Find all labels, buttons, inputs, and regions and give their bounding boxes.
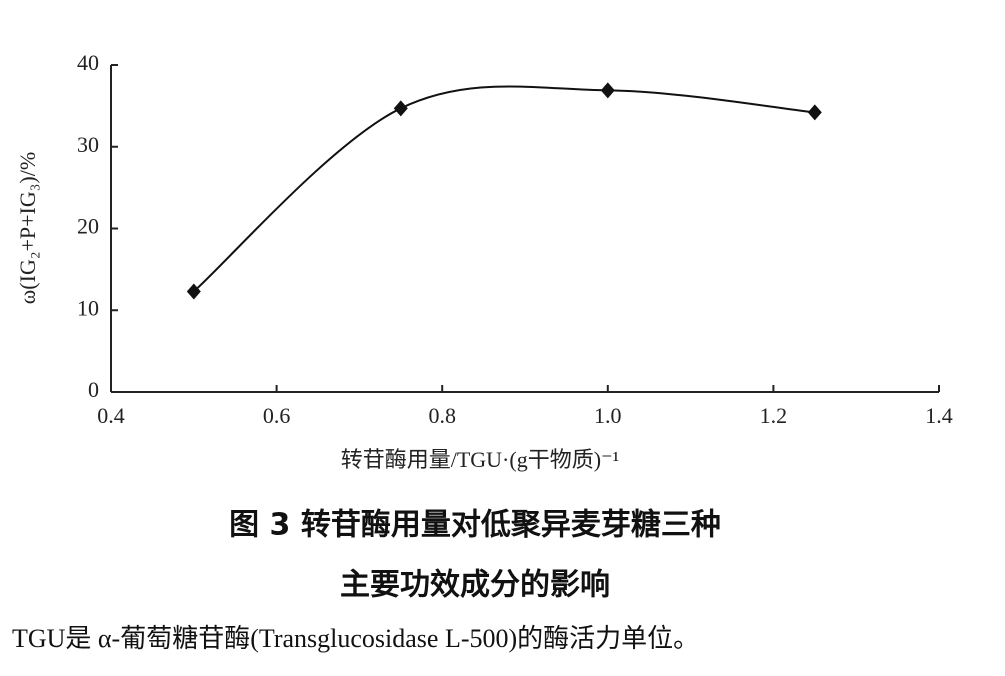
marker xyxy=(186,283,201,300)
y-tick-label: 20 xyxy=(77,214,99,239)
y-tick-label: 30 xyxy=(77,132,99,157)
y-tick-label: 40 xyxy=(77,50,99,75)
marker xyxy=(600,82,615,99)
x-tick-label: 1.2 xyxy=(760,403,788,428)
caption-line: 图 3 转苷酶用量对低聚异麦芽糖三种 xyxy=(229,508,721,543)
marker xyxy=(807,104,822,121)
caption-note: TGU是 α-葡萄糖苷酶(Transglucosidase L-500)的酶活力… xyxy=(12,624,699,653)
x-axis-label: 转苷酶用量/TGU·(g干物质)⁻¹ xyxy=(341,447,620,472)
x-tick-label: 1.4 xyxy=(925,403,953,428)
line xyxy=(193,85,815,293)
x-tick-label: 1.0 xyxy=(594,403,622,428)
caption-line: 主要功效成分的影响 xyxy=(340,568,610,603)
x-tick-label: 0.4 xyxy=(97,403,125,428)
y-tick-label: 10 xyxy=(77,295,99,320)
marker xyxy=(393,100,408,117)
x-tick-label: 0.6 xyxy=(263,403,291,428)
x-tick-label: 0.8 xyxy=(428,403,456,428)
y-tick-label: 0 xyxy=(88,377,99,402)
y-axis-label: ω(IG₂+P+IG₃)/% xyxy=(15,152,40,304)
